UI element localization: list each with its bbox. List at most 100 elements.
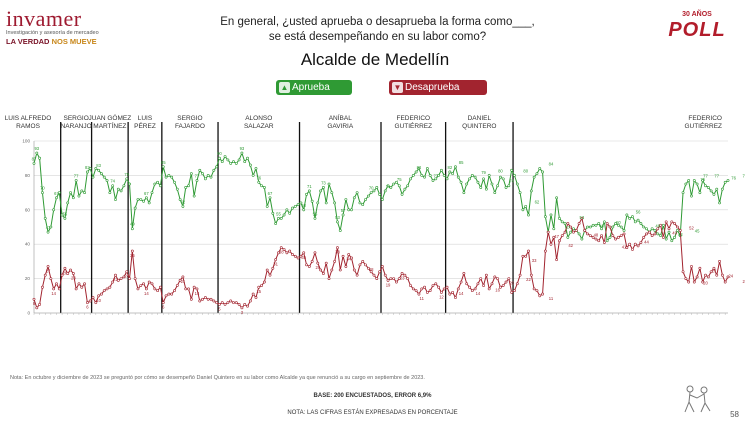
data-point-aprueba — [355, 191, 359, 195]
data-point-desaprueba — [232, 301, 235, 305]
data-point-desaprueba — [330, 268, 334, 272]
data-point-aprueba — [594, 223, 598, 227]
data-label-aprueba: 71 — [386, 184, 391, 189]
x-axis-ticks — [33, 313, 726, 315]
data-point-aprueba — [476, 180, 480, 184]
data-point-desaprueba — [535, 289, 539, 293]
period-label: RAMOS — [16, 123, 41, 130]
data-point-desaprueba — [586, 232, 589, 236]
data-point-desaprueba — [302, 251, 306, 255]
data-point-desaprueba — [563, 230, 567, 234]
data-point-desaprueba — [136, 287, 140, 291]
data-label-desaprueba: 42 — [568, 243, 573, 248]
data-point-aprueba — [254, 167, 258, 170]
data-point-desaprueba — [102, 289, 106, 293]
data-point-desaprueba — [234, 301, 238, 305]
data-point-desaprueba — [487, 287, 491, 291]
data-point-desaprueba — [588, 234, 592, 238]
data-point-desaprueba — [611, 234, 615, 238]
data-point-desaprueba — [201, 297, 204, 301]
data-point-desaprueba — [484, 273, 488, 277]
data-point-desaprueba — [156, 289, 160, 293]
data-point-aprueba — [232, 160, 235, 164]
data-point-desaprueba — [167, 292, 171, 296]
data-point-aprueba — [265, 204, 269, 208]
data-point-desaprueba — [437, 285, 440, 289]
legend-disapprove: ▼ Desaprueba — [389, 80, 487, 95]
data-point-aprueba — [726, 179, 730, 182]
page-number: 58 — [730, 410, 739, 419]
y-tick-label: 60 — [25, 207, 31, 212]
data-point-desaprueba — [198, 299, 202, 303]
data-point-desaprueba — [178, 278, 182, 282]
data-point-aprueba — [139, 198, 143, 201]
data-point-desaprueba — [277, 251, 280, 255]
data-point-aprueba — [501, 177, 505, 181]
data-label-aprueba: 53 — [335, 215, 340, 220]
data-point-desaprueba — [274, 258, 278, 262]
brand-slogan: LA VERDAD NOS MUEVE — [6, 37, 116, 47]
data-point-aprueba — [406, 184, 410, 188]
data-label-aprueba: 62 — [535, 199, 540, 204]
data-label-desaprueba: 27 — [46, 269, 51, 274]
data-point-aprueba — [344, 198, 348, 201]
data-point-desaprueba — [639, 241, 643, 244]
data-point-desaprueba — [622, 232, 626, 236]
period-dividers — [60, 122, 514, 313]
data-point-aprueba — [285, 208, 289, 212]
data-point-aprueba — [94, 167, 98, 170]
data-point-desaprueba — [726, 275, 730, 279]
data-point-desaprueba — [128, 277, 131, 281]
data-point-aprueba — [614, 222, 618, 225]
data-point-desaprueba — [628, 242, 632, 246]
data-point-desaprueba — [667, 227, 671, 231]
data-point-aprueba — [383, 189, 387, 193]
data-label-desaprueba: 5 — [218, 306, 221, 311]
data-label-desaprueba: 44 — [644, 239, 649, 244]
data-label-desaprueba: 48 — [594, 232, 599, 237]
data-point-desaprueba — [293, 254, 297, 258]
data-point-desaprueba — [527, 249, 530, 253]
data-point-aprueba — [111, 184, 115, 188]
data-point-aprueba — [569, 230, 573, 234]
poll-anniversary-badge: 30 AÑOS POLL — [663, 10, 731, 48]
data-point-aprueba — [150, 191, 154, 195]
data-point-desaprueba — [352, 268, 356, 272]
data-label-aprueba: 90 — [217, 151, 222, 156]
data-point-aprueba — [442, 174, 446, 177]
data-point-desaprueba — [448, 292, 452, 296]
data-point-aprueba — [327, 182, 331, 186]
data-point-desaprueba — [684, 277, 688, 281]
data-point-aprueba — [63, 217, 67, 220]
data-point-aprueba — [588, 225, 592, 229]
data-point-aprueba — [451, 172, 455, 176]
period-label: DANIEL — [468, 115, 492, 122]
data-point-aprueba — [411, 174, 415, 177]
data-point-aprueba — [633, 220, 637, 224]
question-line-2: se está desempeñando en su labor como? — [268, 31, 487, 43]
brand-logo: invamer — [6, 6, 82, 31]
data-point-aprueba — [628, 217, 632, 220]
data-point-aprueba — [201, 172, 204, 176]
data-point-aprueba — [161, 165, 165, 169]
data-point-desaprueba — [262, 280, 266, 284]
data-point-aprueba — [465, 182, 469, 186]
data-point-aprueba — [456, 175, 460, 179]
data-point-desaprueba — [46, 265, 50, 268]
data-point-desaprueba — [296, 256, 300, 260]
data-point-desaprueba — [313, 251, 317, 255]
data-label-aprueba: 47 — [566, 225, 571, 230]
data-label-aprueba: 56 — [636, 210, 641, 215]
data-point-aprueba — [586, 225, 589, 229]
data-point-desaprueba — [175, 284, 179, 287]
period-label: NARANJO — [61, 123, 92, 130]
brand-slogan-a: LA VERDAD — [6, 37, 50, 46]
data-point-aprueba — [49, 225, 53, 229]
data-point-desaprueba — [319, 268, 322, 272]
period-label: ALONSO — [245, 115, 272, 122]
data-label-desaprueba: 24 — [728, 274, 733, 279]
data-label-aprueba: 77 — [743, 174, 745, 179]
data-point-aprueba — [288, 211, 292, 215]
data-point-aprueba — [291, 206, 294, 210]
